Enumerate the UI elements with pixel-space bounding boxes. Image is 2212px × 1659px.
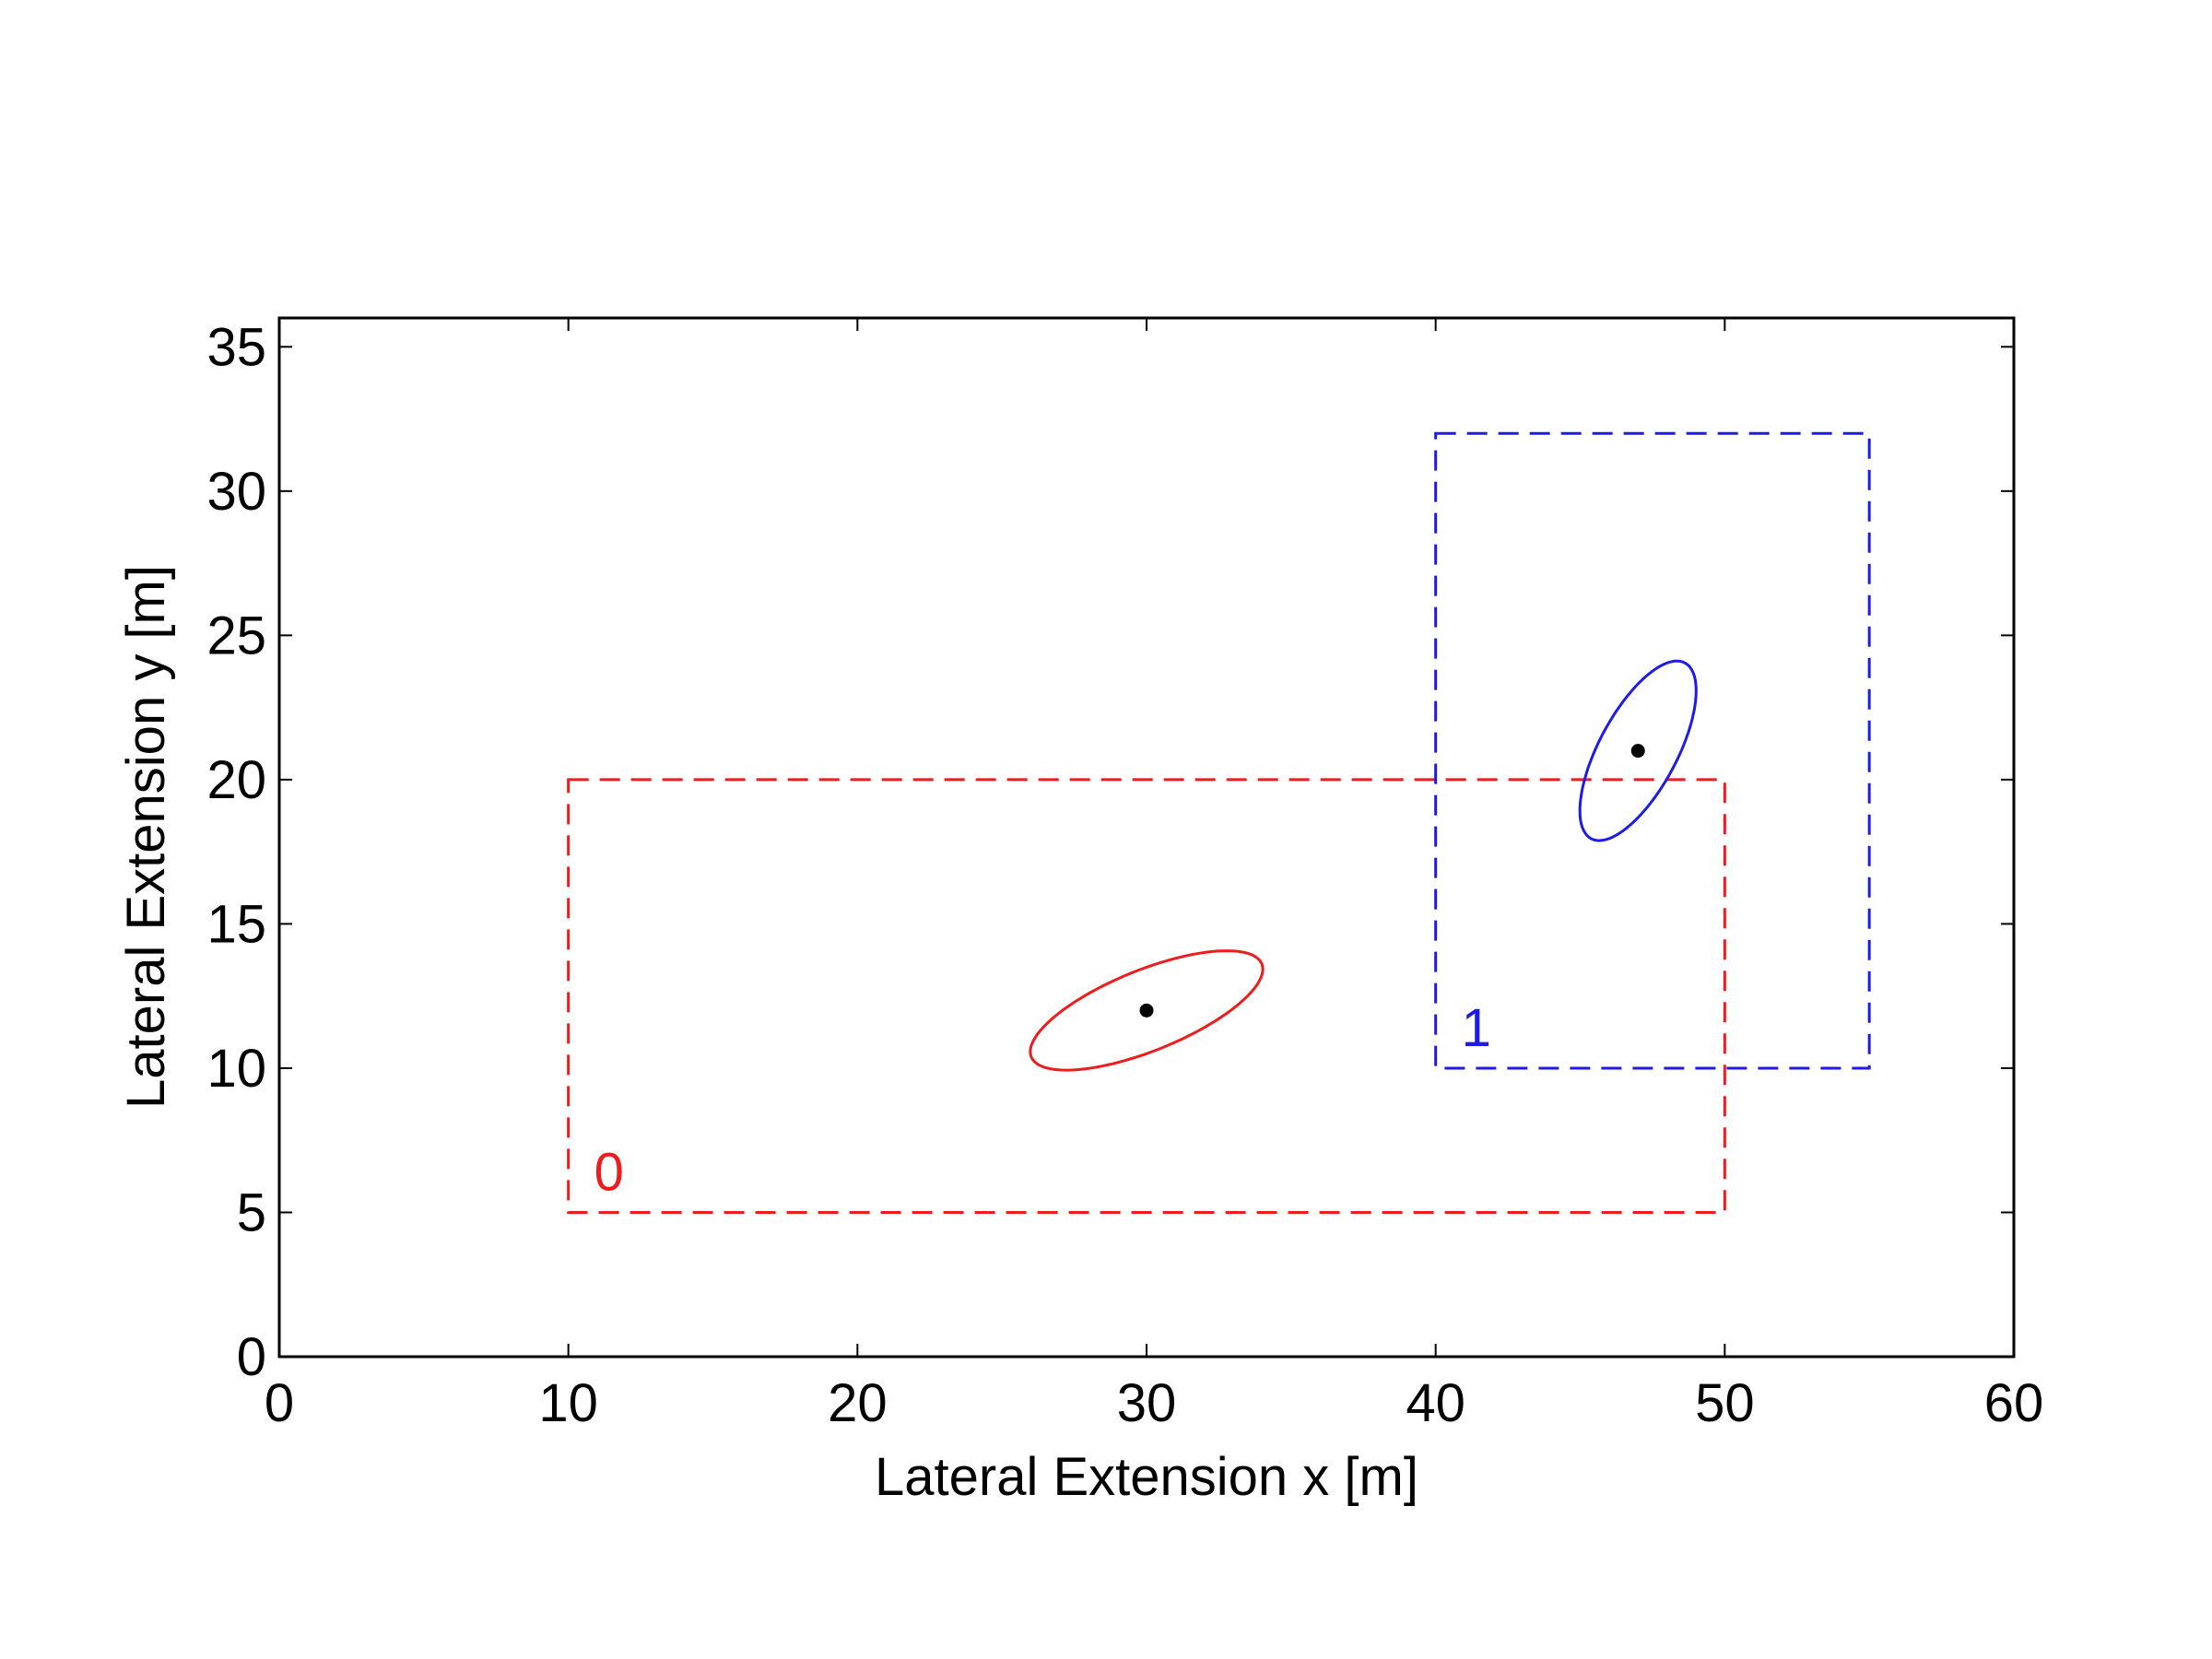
data-point <box>1630 744 1645 759</box>
covariance-ellipse <box>1578 659 1698 842</box>
points-layer <box>1139 744 1645 1018</box>
region-0-boundary <box>567 778 1726 1214</box>
x-tick-label: 0 <box>265 1373 294 1433</box>
covariance-ellipse <box>1029 949 1265 1072</box>
region-1-label: 1 <box>1462 998 1491 1058</box>
data-point <box>1139 1003 1154 1018</box>
y-tick-label: 5 <box>237 1182 266 1242</box>
x-tick-label: 50 <box>1695 1373 1755 1433</box>
x-tick-label: 10 <box>538 1373 598 1433</box>
x-tick-label: 20 <box>828 1373 888 1433</box>
plot-area-frame <box>277 316 2016 1359</box>
y-tick-label: 15 <box>206 894 266 954</box>
regions-layer: 01 <box>567 431 1871 1214</box>
y-tick-label: 35 <box>206 317 266 377</box>
y-axis-title: Lateral Extension y [m] <box>116 565 176 1109</box>
x-tick-label: 60 <box>1984 1373 2044 1433</box>
region-0-label: 0 <box>594 1142 624 1202</box>
region-1-boundary <box>1434 431 1871 1070</box>
y-tick-label: 20 <box>206 750 266 810</box>
y-tick-label: 30 <box>206 462 266 522</box>
y-tick-label: 10 <box>206 1039 266 1099</box>
y-tick-label: 0 <box>237 1327 266 1387</box>
x-axis-title: Lateral Extension x [m] <box>875 1447 1418 1507</box>
y-tick-label: 25 <box>206 606 266 665</box>
x-tick-label: 40 <box>1406 1373 1465 1433</box>
ellipses-layer <box>1029 659 1698 1072</box>
x-tick-label: 30 <box>1117 1373 1177 1433</box>
